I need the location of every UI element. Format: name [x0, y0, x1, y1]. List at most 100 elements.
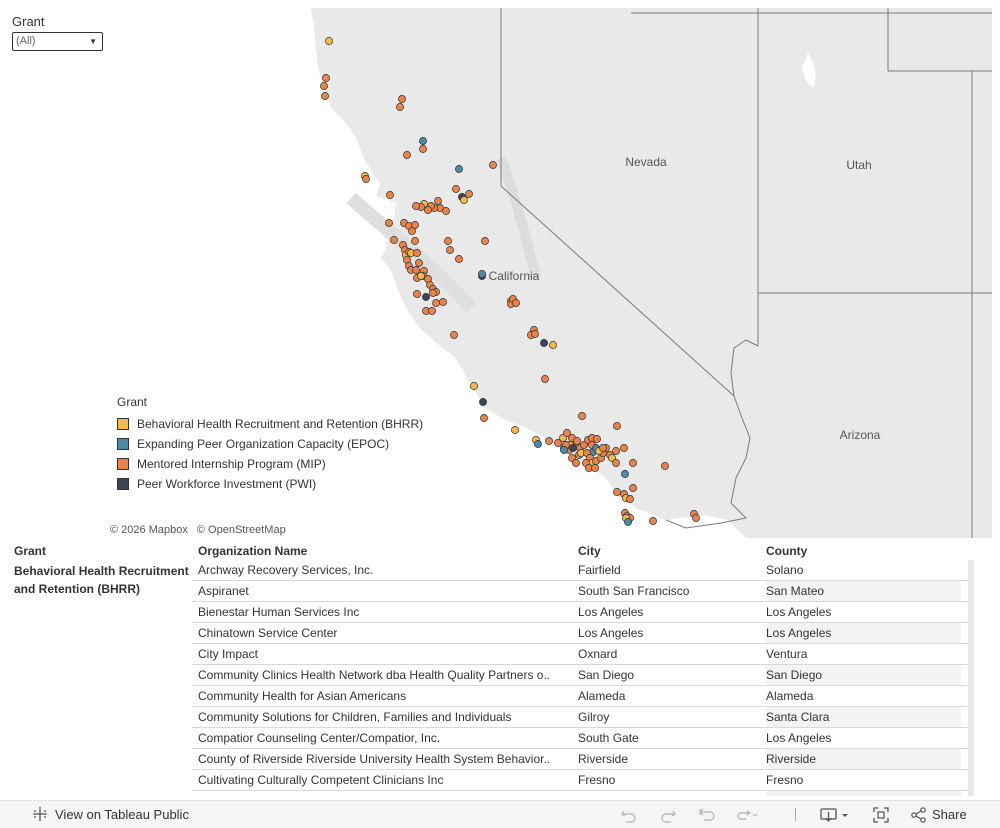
grantee-location-point[interactable]	[321, 92, 329, 100]
legend-item-epoc[interactable]: Expanding Peer Organization Capacity (EP…	[117, 434, 423, 454]
header-grant[interactable]: Grant	[14, 544, 47, 558]
grant-filter-dropdown[interactable]: (All) ▼	[12, 32, 103, 51]
grantee-location-point[interactable]	[446, 246, 454, 254]
grantee-location-point[interactable]	[612, 447, 620, 455]
grantee-location-point[interactable]	[386, 191, 394, 199]
grantee-location-point[interactable]	[325, 37, 333, 45]
grantee-location-point[interactable]	[624, 518, 632, 526]
grantee-location-point[interactable]	[413, 249, 421, 257]
grantee-location-point[interactable]	[560, 446, 568, 454]
grantee-location-point[interactable]	[442, 207, 450, 215]
grantee-location-point[interactable]	[428, 307, 436, 315]
grantee-location-point[interactable]	[540, 339, 548, 347]
grantee-location-point[interactable]	[432, 299, 440, 307]
grantee-location-point[interactable]	[417, 272, 425, 280]
grantee-location-point[interactable]	[591, 464, 599, 472]
revert-button[interactable]	[698, 806, 716, 823]
grantee-location-point[interactable]	[481, 237, 489, 245]
grantee-location-point[interactable]	[629, 459, 637, 467]
grantee-location-point[interactable]	[439, 298, 447, 306]
table-row[interactable]: Community Health for Asian Americans Alam…	[192, 686, 973, 707]
download-button[interactable]	[820, 806, 850, 823]
grantee-location-point[interactable]	[411, 237, 419, 245]
grantee-location-point[interactable]	[322, 74, 330, 82]
osm-attribution[interactable]: © OpenStreetMap	[196, 524, 286, 536]
table-row[interactable]: City Impact Oxnard Ventura	[192, 644, 973, 665]
grantee-location-point[interactable]	[511, 426, 519, 434]
grantee-location-point[interactable]	[479, 398, 487, 406]
grantee-location-point[interactable]	[692, 514, 700, 522]
grantee-location-point[interactable]	[429, 289, 437, 297]
grantee-location-point[interactable]	[385, 219, 393, 227]
fullscreen-button[interactable]	[872, 806, 890, 823]
grantee-location-point[interactable]	[412, 202, 420, 210]
grantee-location-point[interactable]	[411, 221, 419, 229]
grantee-location-point[interactable]	[545, 437, 553, 445]
grantee-location-point[interactable]	[450, 331, 458, 339]
map[interactable]: Nevada Utah California Arizona Grant Beh…	[106, 8, 992, 538]
grantee-location-point[interactable]	[563, 429, 571, 437]
legend-item-pwi[interactable]: Peer Workforce Investment (PWI)	[117, 474, 423, 494]
grantee-location-point[interactable]	[413, 290, 421, 298]
grantee-location-point[interactable]	[398, 95, 406, 103]
grantee-location-point[interactable]	[612, 459, 620, 467]
grantee-location-point[interactable]	[620, 444, 628, 452]
grantee-location-point[interactable]	[396, 103, 404, 111]
grantee-location-point[interactable]	[534, 440, 542, 448]
grantee-location-point[interactable]	[419, 145, 427, 153]
undo-button[interactable]	[620, 806, 638, 823]
legend-item-mip[interactable]: Mentored Internship Program (MIP)	[117, 454, 423, 474]
grantee-location-point[interactable]	[470, 382, 478, 390]
grantee-location-point[interactable]	[549, 341, 557, 349]
redo-button[interactable]	[659, 806, 677, 823]
table-row[interactable]: Cultivating Culturally Competent Clinici…	[192, 770, 973, 791]
grantee-location-point[interactable]	[613, 488, 621, 496]
table-row[interactable]: Community Clinics Health Network dba Hea…	[192, 665, 973, 686]
grantee-location-point[interactable]	[415, 259, 423, 267]
grantee-location-point[interactable]	[480, 414, 488, 422]
grantee-location-point[interactable]	[452, 185, 460, 193]
grantee-location-point[interactable]	[578, 412, 586, 420]
grantee-location-point[interactable]	[621, 470, 629, 478]
mapbox-attribution[interactable]: © 2026 Mapbox	[110, 524, 188, 536]
table-row[interactable]: Aspiranet South San Francisco San Mateo	[192, 581, 973, 602]
grantee-location-point[interactable]	[419, 137, 427, 145]
grantee-location-point[interactable]	[390, 236, 398, 244]
grantee-location-point[interactable]	[455, 255, 463, 263]
grantee-location-point[interactable]	[455, 165, 463, 173]
grantee-location-point[interactable]	[541, 375, 549, 383]
grantee-location-point[interactable]	[465, 190, 473, 198]
grantee-location-point[interactable]	[412, 266, 420, 274]
table-row[interactable]: Chinatown Service Center Los Angeles Los A…	[192, 623, 973, 644]
grantee-location-point[interactable]	[572, 459, 580, 467]
grantee-location-point[interactable]	[569, 444, 577, 452]
grantee-location-point[interactable]	[320, 82, 328, 90]
legend-item-bhrr[interactable]: Behavioral Health Recruitment and Retent…	[117, 414, 423, 434]
grantee-location-point[interactable]	[362, 175, 370, 183]
grantee-location-point[interactable]	[444, 237, 452, 245]
grantee-location-point[interactable]	[512, 299, 520, 307]
grantee-location-point[interactable]	[489, 161, 497, 169]
table-scrollbar[interactable]	[968, 560, 974, 796]
table-row[interactable]: Didi Hirsch Psychiatric Services dba Did…	[192, 791, 973, 796]
grantee-location-point[interactable]	[424, 206, 432, 214]
grantee-location-point[interactable]	[478, 270, 486, 278]
header-city[interactable]: City	[578, 544, 601, 558]
grantee-location-point[interactable]	[403, 151, 411, 159]
table-row[interactable]: Community Solutions for Children, Famili…	[192, 707, 973, 728]
grantee-location-point[interactable]	[613, 422, 621, 430]
view-on-tableau-public-link[interactable]: View on Tableau Public	[32, 806, 189, 822]
grantee-location-point[interactable]	[661, 462, 669, 470]
grantee-location-point[interactable]	[554, 439, 562, 447]
grantee-location-point[interactable]	[629, 484, 637, 492]
table-row[interactable]: Compatior Counseling Center/Compatior, I…	[192, 728, 973, 749]
header-county[interactable]: County	[766, 544, 808, 558]
refresh-button[interactable]	[736, 806, 758, 823]
share-button[interactable]: Share	[910, 806, 967, 823]
grantee-location-point[interactable]	[422, 293, 430, 301]
grantee-location-point[interactable]	[434, 197, 442, 205]
grantee-location-point[interactable]	[649, 517, 657, 525]
table-row[interactable]: Bienestar Human Services Inc Los Angeles L…	[192, 602, 973, 623]
grantee-location-point[interactable]	[599, 444, 607, 452]
grantee-location-point[interactable]	[460, 196, 468, 204]
